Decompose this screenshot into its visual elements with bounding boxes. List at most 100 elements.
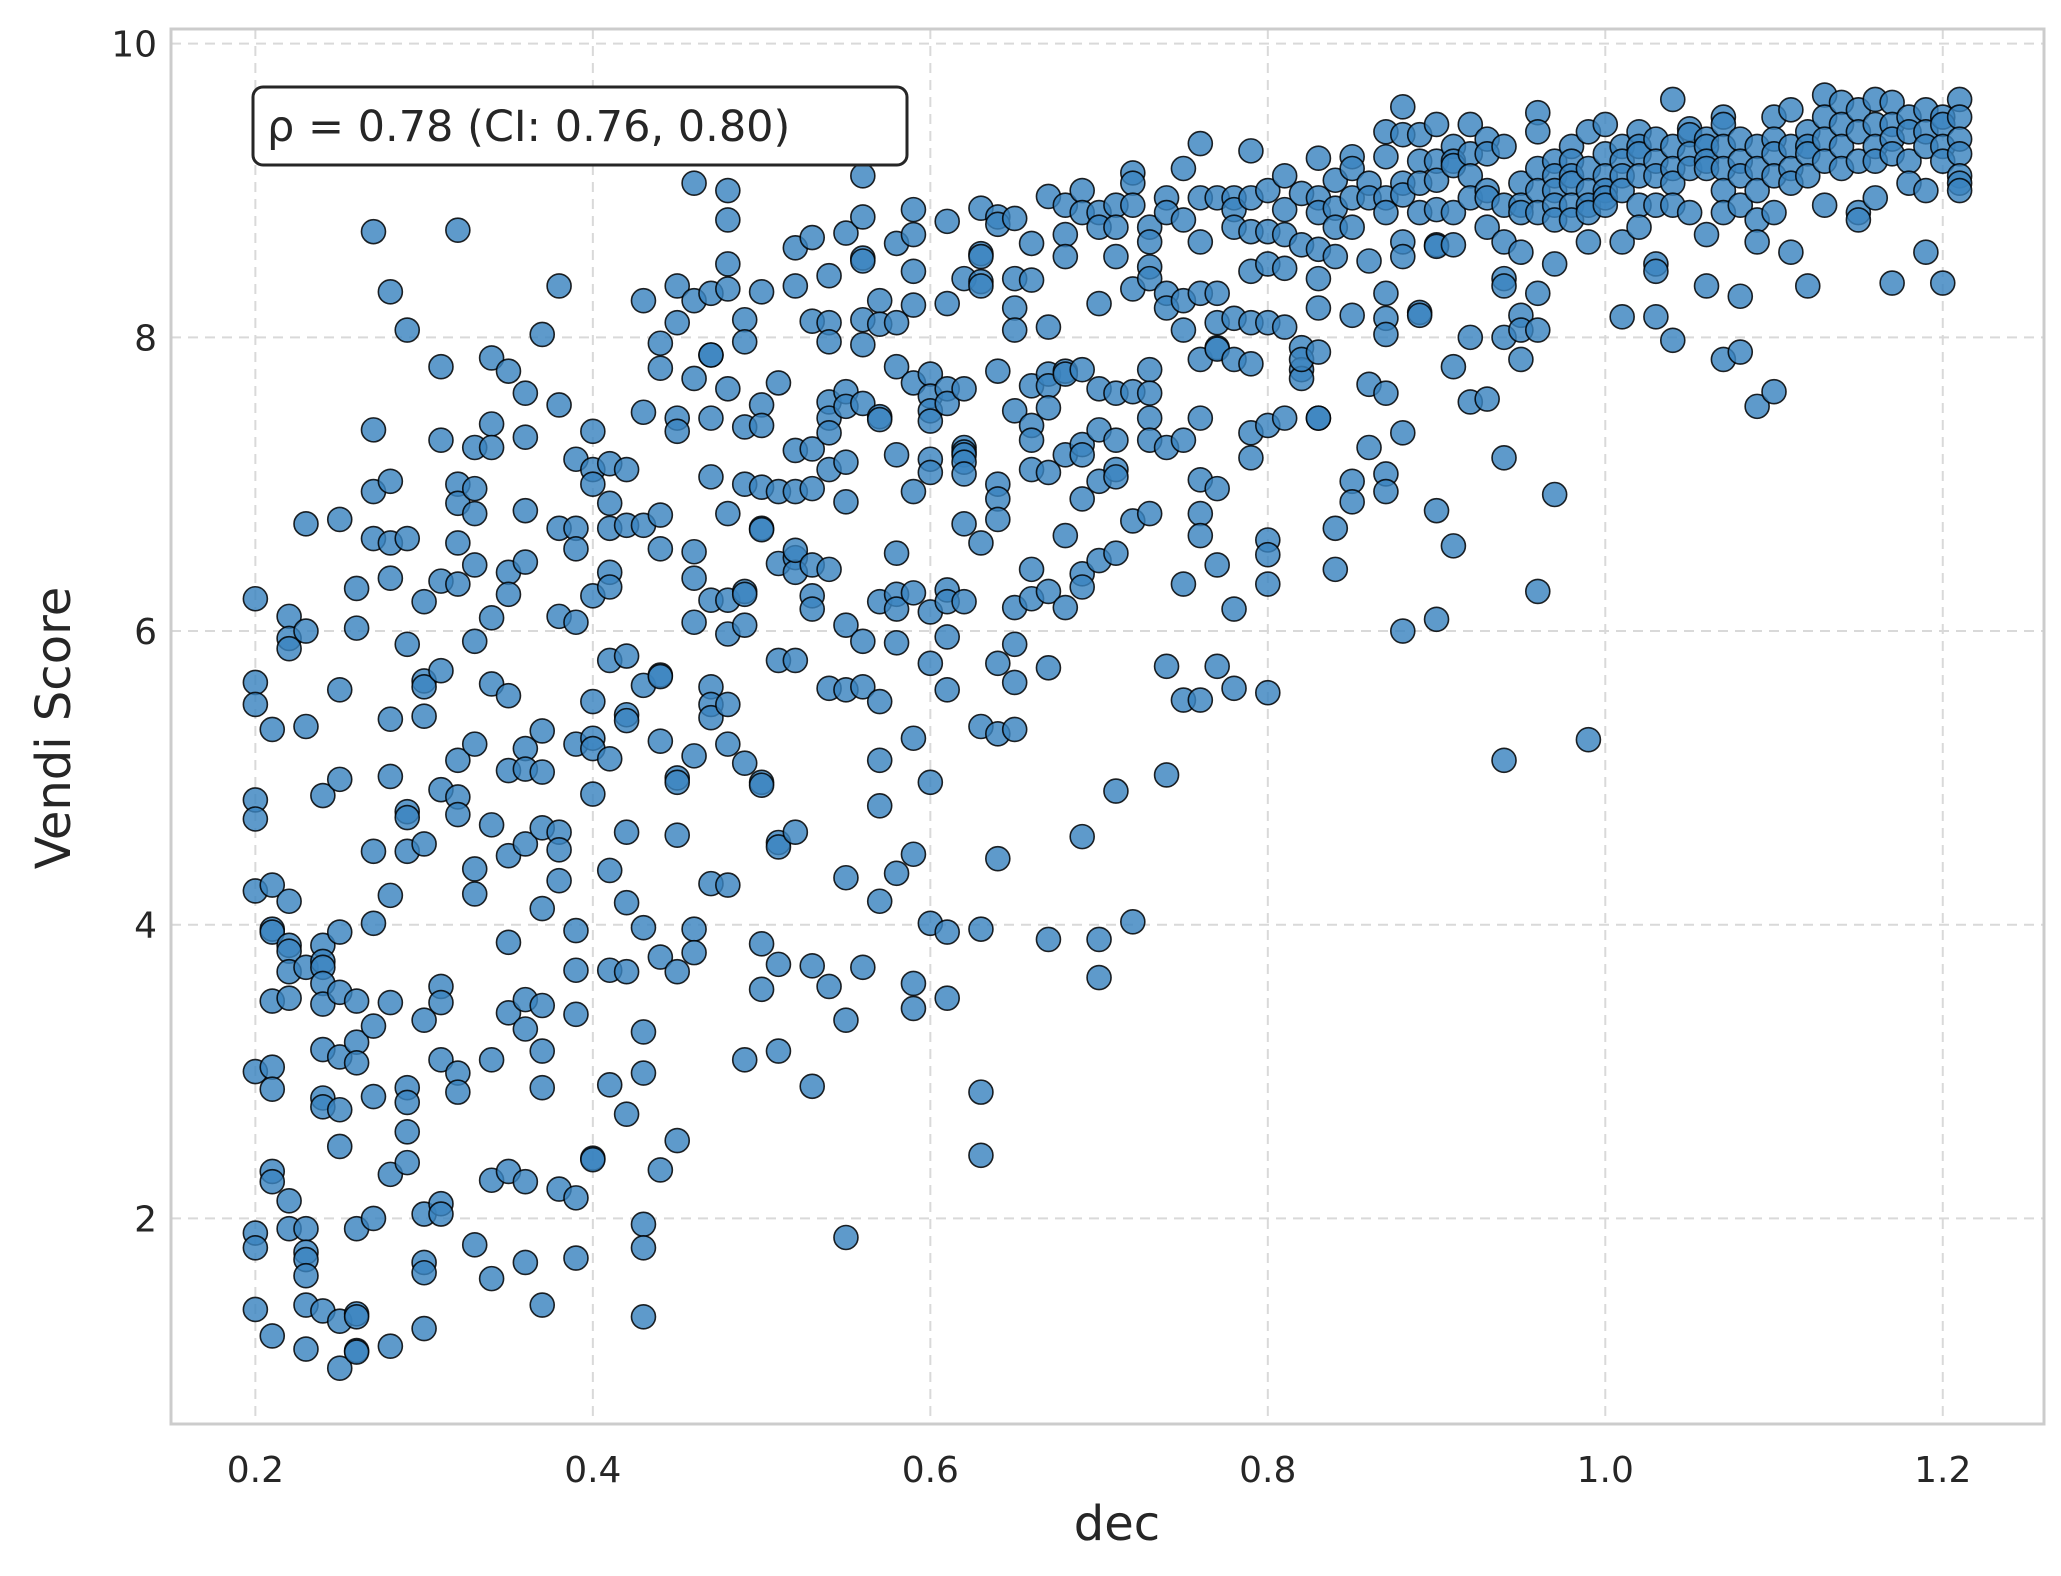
data-point xyxy=(613,958,640,985)
data-point xyxy=(461,881,488,907)
data-point xyxy=(917,408,944,434)
data-point xyxy=(647,330,674,357)
data-point xyxy=(1744,393,1770,420)
data-point xyxy=(1255,177,1281,204)
data-point xyxy=(1524,118,1551,145)
data-point xyxy=(343,988,370,1014)
data-point xyxy=(647,355,674,382)
y-axis-ticks: 2 4 6 8 10 xyxy=(111,25,157,1241)
data-point xyxy=(445,1079,471,1105)
data-point xyxy=(850,954,876,981)
data-point xyxy=(478,1047,505,1073)
data-point xyxy=(731,612,758,638)
data-point xyxy=(377,279,404,305)
data-point xyxy=(478,345,505,371)
data-point xyxy=(478,812,505,838)
data-point xyxy=(765,1038,792,1064)
data-point xyxy=(445,747,471,774)
data-point xyxy=(1609,177,1635,204)
data-point xyxy=(529,321,556,348)
data-point xyxy=(985,358,1011,384)
data-point xyxy=(985,845,1011,872)
y-tick-label: 10 xyxy=(111,25,157,66)
data-point xyxy=(1609,229,1635,255)
data-point xyxy=(1187,687,1214,713)
data-point xyxy=(259,1076,286,1102)
data-point xyxy=(360,1083,387,1110)
data-point xyxy=(360,838,387,865)
data-point xyxy=(529,1292,556,1318)
data-point xyxy=(1103,778,1129,804)
data-point xyxy=(1389,94,1416,120)
data-point xyxy=(613,889,640,916)
data-point xyxy=(934,624,960,650)
data-point xyxy=(748,516,775,543)
data-point xyxy=(394,1118,421,1145)
data-point xyxy=(681,743,707,769)
data-point xyxy=(326,919,353,945)
data-point xyxy=(782,819,809,846)
data-point xyxy=(1778,239,1804,265)
data-point xyxy=(343,1339,370,1365)
data-point xyxy=(647,663,674,690)
data-point xyxy=(343,1049,370,1076)
data-point xyxy=(1305,265,1332,292)
data-point xyxy=(1440,232,1467,258)
data-point xyxy=(343,575,370,602)
data-point xyxy=(529,759,556,785)
data-point xyxy=(968,1079,994,1105)
data-point xyxy=(1221,675,1247,702)
data-point xyxy=(698,342,724,368)
data-point xyxy=(951,461,977,487)
x-axis-ticks: 0.2 0.4 0.6 0.8 1.0 1.2 xyxy=(227,1450,1972,1491)
data-point xyxy=(934,676,960,703)
data-point xyxy=(1035,314,1062,340)
data-point xyxy=(900,841,927,868)
data-point xyxy=(883,629,910,656)
data-point xyxy=(1575,229,1602,255)
data-point xyxy=(242,585,269,612)
data-point xyxy=(698,704,724,731)
data-point xyxy=(1406,302,1433,329)
data-point xyxy=(1086,290,1112,317)
data-point xyxy=(799,475,826,502)
data-point xyxy=(1001,205,1028,232)
data-point xyxy=(934,985,960,1011)
data-point xyxy=(1305,145,1332,172)
data-point xyxy=(934,919,960,945)
data-point xyxy=(1305,405,1332,431)
data-point xyxy=(1761,199,1787,226)
data-point xyxy=(259,919,286,945)
data-point xyxy=(1862,185,1889,211)
data-point xyxy=(580,1146,606,1173)
data-point xyxy=(664,1127,691,1154)
data-point xyxy=(985,506,1011,533)
data-point xyxy=(343,615,370,641)
data-point xyxy=(1946,104,1973,130)
x-tick-label: 1.2 xyxy=(1914,1450,1971,1491)
data-point xyxy=(1929,270,1956,296)
data-point xyxy=(512,424,539,451)
data-point xyxy=(411,588,437,615)
data-point xyxy=(360,417,387,443)
data-point xyxy=(1255,679,1281,706)
data-point xyxy=(428,1047,454,1073)
data-point xyxy=(512,549,539,575)
data-point xyxy=(563,1001,589,1028)
data-point xyxy=(1440,199,1467,226)
data-point xyxy=(1136,229,1163,255)
data-point xyxy=(478,1265,505,1292)
data-point xyxy=(951,588,977,615)
data-point xyxy=(1508,239,1534,265)
data-point xyxy=(394,631,421,658)
data-point xyxy=(1187,229,1214,255)
data-point xyxy=(1744,229,1770,255)
annotation-box xyxy=(251,85,909,167)
data-point xyxy=(951,375,977,402)
data-point xyxy=(360,1205,387,1232)
data-point xyxy=(259,872,286,898)
data-point xyxy=(563,957,589,984)
data-point xyxy=(411,831,437,857)
data-point xyxy=(1035,459,1062,486)
